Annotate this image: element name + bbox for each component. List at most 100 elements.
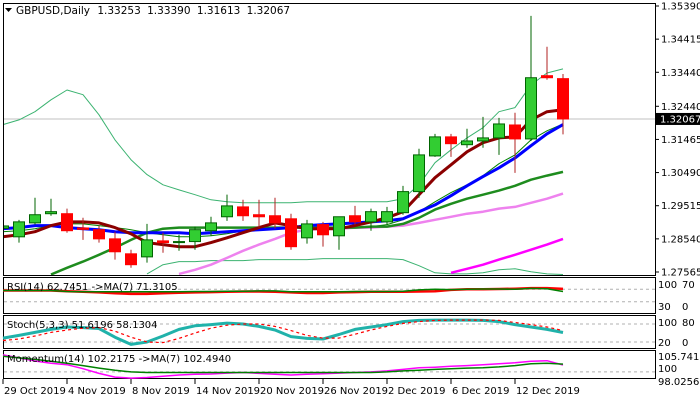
bull-candle-body xyxy=(381,211,393,223)
date-axis-label: 2 Dec 2019 xyxy=(388,386,446,397)
bull-candle-body xyxy=(45,211,57,215)
candle[interactable] xyxy=(61,208,73,233)
bear-candle-body xyxy=(93,229,105,240)
price-plot-area xyxy=(0,15,655,275)
price-axis-label: 1.33440 xyxy=(661,68,700,79)
momentum-axis-label: 105.7419 xyxy=(658,352,700,363)
candle[interactable] xyxy=(365,208,377,231)
indicator-plots xyxy=(2,286,564,379)
candle[interactable] xyxy=(461,128,473,148)
momentum-label: Momentum(14) 102.2175 ->MA(7) 102.4940 xyxy=(7,354,231,365)
current-price-label: 1.32067 xyxy=(660,114,700,125)
stoch-axis-label: 80 xyxy=(682,318,695,329)
date-axis-label: 26 Nov 2019 xyxy=(324,386,388,397)
bear-candle-body xyxy=(269,215,281,224)
rsi-panel[interactable] xyxy=(3,277,656,314)
bear-candle-body xyxy=(509,124,521,140)
band-lower-line xyxy=(146,258,564,275)
bull-candle-body xyxy=(4,225,9,229)
candle[interactable] xyxy=(317,221,329,247)
candle[interactable] xyxy=(221,194,233,221)
date-axis-label: 6 Dec 2019 xyxy=(452,386,510,397)
momentum-line xyxy=(2,354,564,379)
price-axis-label: 1.34415 xyxy=(661,35,700,46)
candle[interactable] xyxy=(125,249,137,268)
candle[interactable] xyxy=(445,133,457,157)
bull-candle-body xyxy=(365,211,377,223)
bull-candle-body xyxy=(189,229,201,243)
bull-candle-body xyxy=(173,241,185,244)
candle[interactable] xyxy=(269,197,281,229)
candle[interactable] xyxy=(189,226,201,250)
candle[interactable] xyxy=(141,223,153,263)
candle[interactable] xyxy=(381,206,393,225)
date-axis-label: 4 Nov 2019 xyxy=(68,386,126,397)
ma-maroon-line xyxy=(4,108,564,249)
price-axis-label: 1.35390 xyxy=(661,2,700,13)
band-upper-line xyxy=(4,68,564,204)
bull-candle-body xyxy=(29,214,41,224)
candle[interactable] xyxy=(237,199,249,221)
price-axis-label: 1.27565 xyxy=(661,268,700,279)
ohlc-close: 1.32067 xyxy=(247,5,290,17)
price-axis-label: 1.29515 xyxy=(661,201,700,212)
candle[interactable] xyxy=(557,73,569,135)
collapse-triangle-icon[interactable] xyxy=(5,8,12,12)
candle[interactable] xyxy=(29,197,41,225)
candle[interactable] xyxy=(13,219,25,243)
stoch-panel[interactable] xyxy=(3,315,656,349)
price-axis-label: 1.30490 xyxy=(661,168,700,179)
bear-candle-body xyxy=(237,206,249,217)
bear-candle-body xyxy=(109,238,121,253)
candle[interactable] xyxy=(541,46,553,80)
candle[interactable] xyxy=(477,116,489,148)
current-price-badge xyxy=(656,112,700,125)
rsi-axis-label: 0 xyxy=(682,302,688,313)
momentum-axis-label: 98.02568 xyxy=(658,377,700,388)
stoch-axis-label: 20 xyxy=(658,338,671,349)
bull-candle-body xyxy=(493,123,505,139)
ma-magenta-line xyxy=(450,237,564,275)
rsi-axis-label: 70 xyxy=(682,280,695,291)
candle[interactable] xyxy=(45,198,57,216)
price-axis-label: 1.28540 xyxy=(661,234,700,245)
rsi-axis-label: 100 xyxy=(658,280,677,291)
candle[interactable] xyxy=(413,148,425,198)
candle[interactable] xyxy=(0,222,9,237)
bear-candle-body xyxy=(317,224,329,236)
candle[interactable] xyxy=(285,213,297,250)
candle[interactable] xyxy=(253,199,265,228)
candle[interactable] xyxy=(509,112,521,173)
candle[interactable] xyxy=(157,232,169,253)
bull-candle-body xyxy=(429,136,441,157)
candle[interactable] xyxy=(333,216,345,250)
price-axis-label: 1.31465 xyxy=(661,135,700,146)
candle[interactable] xyxy=(429,133,441,157)
bear-candle-body xyxy=(541,75,553,79)
candle[interactable] xyxy=(173,234,185,251)
candle[interactable] xyxy=(109,231,121,260)
candle[interactable] xyxy=(205,216,217,236)
bear-candle-body xyxy=(253,214,265,218)
candle[interactable] xyxy=(493,117,505,155)
bear-candle-body xyxy=(285,218,297,248)
candle[interactable] xyxy=(93,225,105,243)
candle[interactable] xyxy=(349,205,361,225)
candle[interactable] xyxy=(77,217,89,240)
bull-candle-body xyxy=(141,239,153,258)
momentum-axis-label: 100 xyxy=(658,364,677,375)
candle[interactable] xyxy=(301,219,313,244)
bull-candle-body xyxy=(221,205,233,218)
bull-candle-body xyxy=(397,191,409,214)
ohlc-open: 1.33253 xyxy=(97,5,140,17)
bull-candle-body xyxy=(477,137,489,142)
candle[interactable] xyxy=(525,15,537,141)
date-axis-label: 12 Dec 2019 xyxy=(516,386,580,397)
rsi-axis-label: 30 xyxy=(658,302,671,313)
candle[interactable] xyxy=(397,185,409,215)
date-axis-label: 29 Oct 2019 xyxy=(4,386,66,397)
bear-candle-body xyxy=(77,227,89,230)
bear-candle-body xyxy=(445,136,457,145)
